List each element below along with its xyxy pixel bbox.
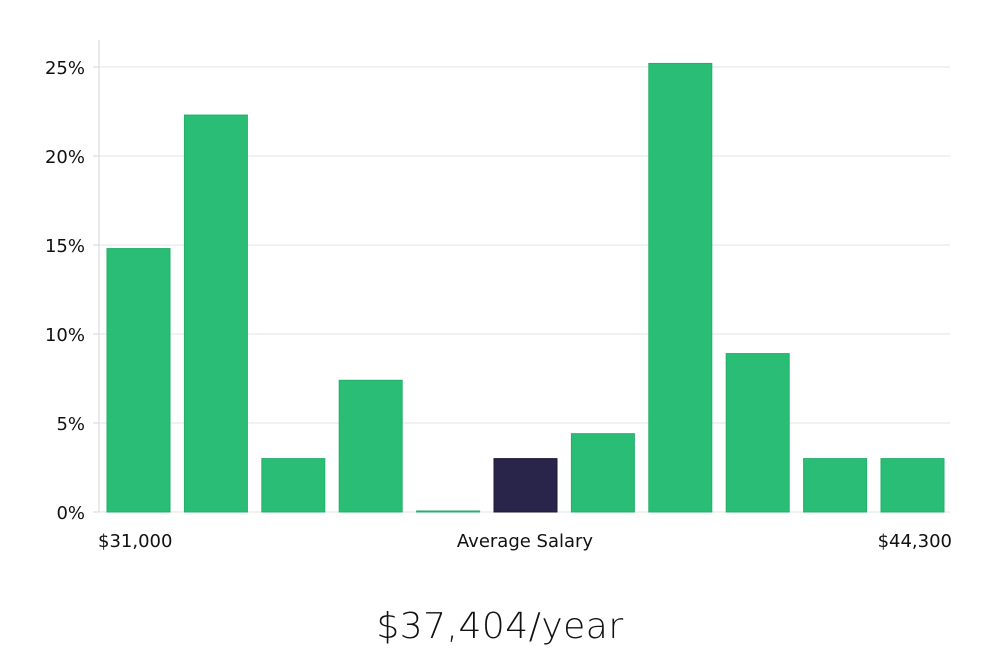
- average-salary-value: $37,404/year: [376, 606, 624, 647]
- bar-8: [648, 62, 713, 513]
- y-tick-label: 25%: [45, 58, 85, 79]
- bar-5: [416, 510, 481, 513]
- bar-9: [725, 353, 790, 513]
- salary-distribution-chart: 0% 5% 10% 15% 20% 25% $31,000 Average Salary …: [45, 40, 952, 552]
- x-max-label: $44,300: [878, 531, 952, 552]
- y-tick-label: 15%: [45, 236, 85, 257]
- y-tick-label: 0%: [56, 503, 85, 524]
- y-tick-label: 10%: [45, 325, 85, 346]
- bar-1: [106, 248, 171, 513]
- x-min-label: $31,000: [98, 531, 172, 552]
- y-tick-label: 20%: [45, 147, 85, 168]
- bar-7: [570, 433, 635, 513]
- y-tick-label: 5%: [56, 414, 85, 435]
- bar-2: [183, 114, 248, 513]
- bar-10: [803, 458, 868, 513]
- bar-4: [338, 379, 403, 513]
- bar-11: [880, 458, 945, 513]
- bars: [106, 62, 945, 513]
- bar-3: [261, 458, 326, 513]
- y-tick-labels: 0% 5% 10% 15% 20% 25%: [45, 58, 85, 524]
- chart-svg: 0%5%10%15%20%25% $31,000 Average Salary …: [45, 40, 952, 552]
- bar-average-salary: [493, 458, 558, 513]
- x-axis-title: Average Salary: [457, 531, 594, 552]
